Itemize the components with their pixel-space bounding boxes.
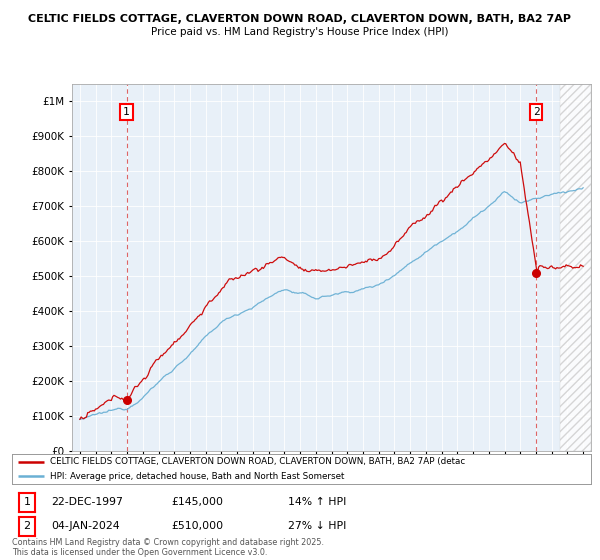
Text: CELTIC FIELDS COTTAGE, CLAVERTON DOWN ROAD, CLAVERTON DOWN, BATH, BA2 7AP (detac: CELTIC FIELDS COTTAGE, CLAVERTON DOWN RO… — [50, 458, 465, 466]
Text: Price paid vs. HM Land Registry's House Price Index (HPI): Price paid vs. HM Land Registry's House … — [151, 27, 449, 37]
Text: 2: 2 — [23, 521, 31, 531]
Text: 14% ↑ HPI: 14% ↑ HPI — [288, 497, 346, 507]
Text: £145,000: £145,000 — [171, 497, 223, 507]
Text: HPI: Average price, detached house, Bath and North East Somerset: HPI: Average price, detached house, Bath… — [50, 472, 344, 480]
Text: CELTIC FIELDS COTTAGE, CLAVERTON DOWN ROAD, CLAVERTON DOWN, BATH, BA2 7AP: CELTIC FIELDS COTTAGE, CLAVERTON DOWN RO… — [29, 14, 571, 24]
Text: 27% ↓ HPI: 27% ↓ HPI — [288, 521, 346, 531]
Text: 04-JAN-2024: 04-JAN-2024 — [51, 521, 119, 531]
Text: £510,000: £510,000 — [171, 521, 223, 531]
Text: 22-DEC-1997: 22-DEC-1997 — [51, 497, 123, 507]
Text: Contains HM Land Registry data © Crown copyright and database right 2025.
This d: Contains HM Land Registry data © Crown c… — [12, 538, 324, 557]
Text: 1: 1 — [23, 497, 31, 507]
Text: 2: 2 — [533, 107, 539, 117]
Text: 1: 1 — [123, 107, 130, 117]
